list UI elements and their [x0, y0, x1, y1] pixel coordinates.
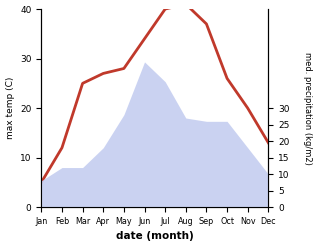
X-axis label: date (month): date (month) — [116, 231, 194, 242]
Y-axis label: med. precipitation (kg/m2): med. precipitation (kg/m2) — [303, 52, 313, 165]
Y-axis label: max temp (C): max temp (C) — [5, 77, 15, 139]
